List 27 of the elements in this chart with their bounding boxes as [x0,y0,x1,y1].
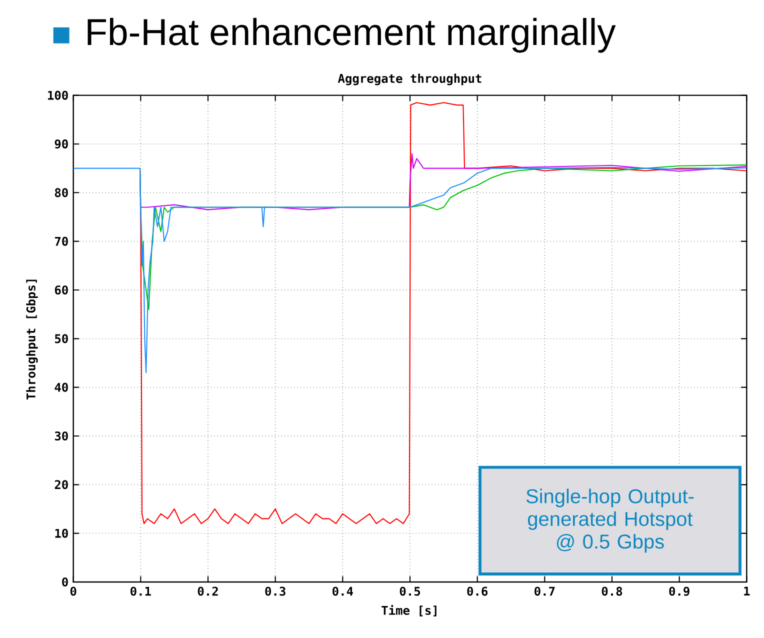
x-tick-label: 0.7 [534,586,555,596]
y-tick-label: 10 [55,528,68,538]
chart-title: Aggregate throughput [338,74,482,86]
x-tick-label: 0.3 [265,586,286,596]
x-axis-title: Time [s] [382,604,436,616]
y-tick-label: 100 [48,90,68,100]
annotation: Single-hop Output-generated Hotspot @ 0.5 Gbps [526,488,694,553]
y-tick-label: 0 [62,577,68,587]
y-axis-title: Throughput [Gbps] [26,280,38,400]
y-tick-label: 60 [54,285,68,295]
y-tick-label: 90 [54,139,68,149]
x-tick-label: 0.8 [602,586,622,596]
x-tick-label: 0.4 [332,586,353,596]
x-tick-label: 0.6 [467,586,488,596]
y-tick-label: 50 [55,334,68,344]
text: Fb-Hat enhancement marginally [88,18,616,53]
y-tick-label: 40 [54,382,68,392]
y-tick-label: 80 [54,188,68,198]
y-tick-label: 30 [54,431,68,441]
x-tick-label: 0 [70,586,76,596]
x-tick-label: 1 [744,586,750,596]
x-tick-label: 0.1 [130,586,151,596]
x-tick-label: 0.9 [669,586,690,596]
x-tick-label: 0.5 [400,586,420,596]
y-tick-label: 20 [54,480,68,490]
y-tick-label: 70 [54,236,68,246]
x-tick-label: 0.2 [198,586,218,596]
